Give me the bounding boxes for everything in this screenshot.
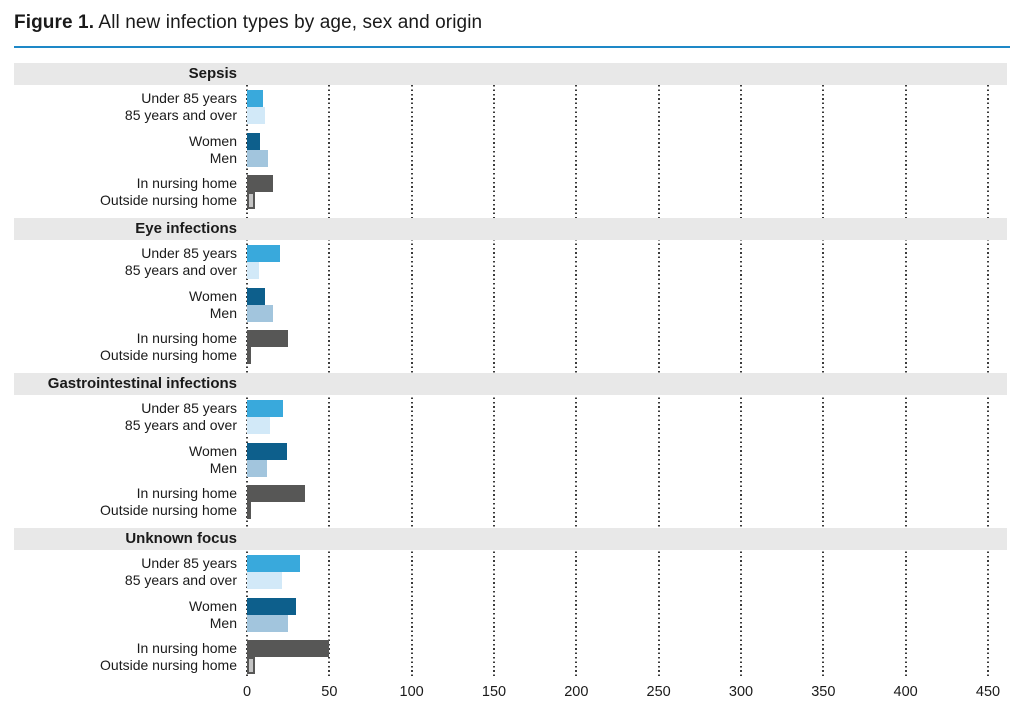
bar-unknown-focus-85-years-and-over (247, 572, 282, 589)
gridline-x-400 (904, 63, 907, 676)
gridline-x-350 (822, 63, 825, 676)
bar-sepsis-women (247, 133, 261, 150)
group-header-eye-infections: Eye infections (14, 218, 1007, 240)
bar-unknown-focus-men (247, 615, 289, 632)
row-label-under-85-years: Under 85 years (141, 400, 237, 416)
bar-eye-infections-women (247, 288, 266, 305)
x-axis-tick-label: 150 (481, 684, 507, 700)
bar-gastrointestinal-infections-men (247, 460, 267, 477)
bar-gastrointestinal-infections-under-85-years (247, 400, 284, 417)
gridline-x-100 (410, 63, 413, 676)
x-axis-tick-label: 200 (564, 684, 589, 700)
bar-unknown-focus-outside-nursing-home (247, 657, 256, 674)
gridline-x-150 (493, 63, 495, 676)
row-label-in-nursing-home: In nursing home (136, 640, 237, 656)
bar-unknown-focus-under-85-years (247, 555, 300, 572)
gridline-x-0 (246, 63, 248, 676)
title-divider-rule (14, 46, 1010, 48)
row-label-85-years-and-over: 85 years and over (124, 572, 237, 588)
row-label-women: Women (189, 133, 237, 149)
group-header-sepsis: Sepsis (14, 63, 1007, 85)
x-axis-tick-label: 100 (399, 684, 424, 700)
bar-gastrointestinal-infections-outside-nursing-home (247, 502, 251, 519)
gridline-x-200 (575, 63, 578, 676)
row-label-85-years-and-over: 85 years and over (124, 107, 237, 123)
gridline-x-300 (740, 63, 742, 676)
row-label-outside-nursing-home: Outside nursing home (100, 657, 237, 673)
figure-title: Figure 1. All new infection types by age… (14, 10, 482, 36)
gridline-x-50 (328, 63, 331, 676)
bar-eye-infections-in-nursing-home (247, 330, 289, 347)
bar-unknown-focus-women (247, 598, 297, 615)
row-label-85-years-and-over: 85 years and over (124, 417, 237, 433)
row-label-men: Men (209, 460, 237, 476)
row-label-in-nursing-home: In nursing home (136, 485, 237, 501)
bar-sepsis-under-85-years (247, 90, 264, 107)
x-axis-tick-label: 250 (646, 684, 671, 700)
row-label-under-85-years: Under 85 years (141, 245, 237, 261)
row-label-men: Men (209, 615, 237, 631)
bar-eye-infections-85-years-and-over (247, 262, 259, 279)
row-label-men: Men (209, 150, 237, 166)
row-label-under-85-years: Under 85 years (141, 555, 237, 571)
figure-number: Figure 1. (14, 12, 95, 33)
bar-eye-infections-outside-nursing-home (247, 347, 251, 364)
row-label-in-nursing-home: In nursing home (136, 330, 237, 346)
group-header-unknown-focus: Unknown focus (14, 528, 1007, 550)
bar-eye-infections-men (247, 305, 274, 322)
bar-sepsis-men (247, 150, 269, 167)
x-axis-tick-label: 50 (321, 684, 338, 700)
group-header-gastrointestinal-infections: Gastrointestinal infections (14, 373, 1007, 395)
row-label-men: Men (209, 305, 237, 321)
row-label-under-85-years: Under 85 years (141, 90, 237, 106)
bar-gastrointestinal-infections-women (247, 443, 287, 460)
row-label-in-nursing-home: In nursing home (136, 175, 237, 191)
row-label-outside-nursing-home: Outside nursing home (100, 192, 237, 208)
x-axis-tick-label: 0 (242, 684, 252, 700)
gridline-x-250 (657, 63, 660, 676)
row-label-outside-nursing-home: Outside nursing home (100, 502, 237, 518)
bar-eye-infections-under-85-years (247, 245, 280, 262)
figure-title-text: All new infection types by age, sex and … (94, 12, 483, 33)
row-label-85-years-and-over: 85 years and over (124, 262, 237, 278)
x-axis-tick-label: 300 (728, 684, 754, 700)
bar-gastrointestinal-infections-85-years-and-over (247, 417, 271, 434)
x-axis-tick-label: 400 (893, 684, 918, 700)
bar-sepsis-in-nursing-home (247, 175, 274, 192)
bar-gastrointestinal-infections-in-nursing-home (247, 485, 305, 502)
row-label-women: Women (189, 598, 237, 614)
row-label-women: Women (189, 288, 237, 304)
x-axis-tick-label: 350 (811, 684, 836, 700)
bar-sepsis-outside-nursing-home (247, 192, 256, 209)
x-axis-tick-label: 450 (975, 684, 1001, 700)
gridline-x-450 (987, 63, 989, 676)
bar-unknown-focus-in-nursing-home (247, 640, 330, 657)
row-label-outside-nursing-home: Outside nursing home (100, 347, 237, 363)
row-label-women: Women (189, 443, 237, 459)
bar-sepsis-85-years-and-over (247, 107, 266, 124)
